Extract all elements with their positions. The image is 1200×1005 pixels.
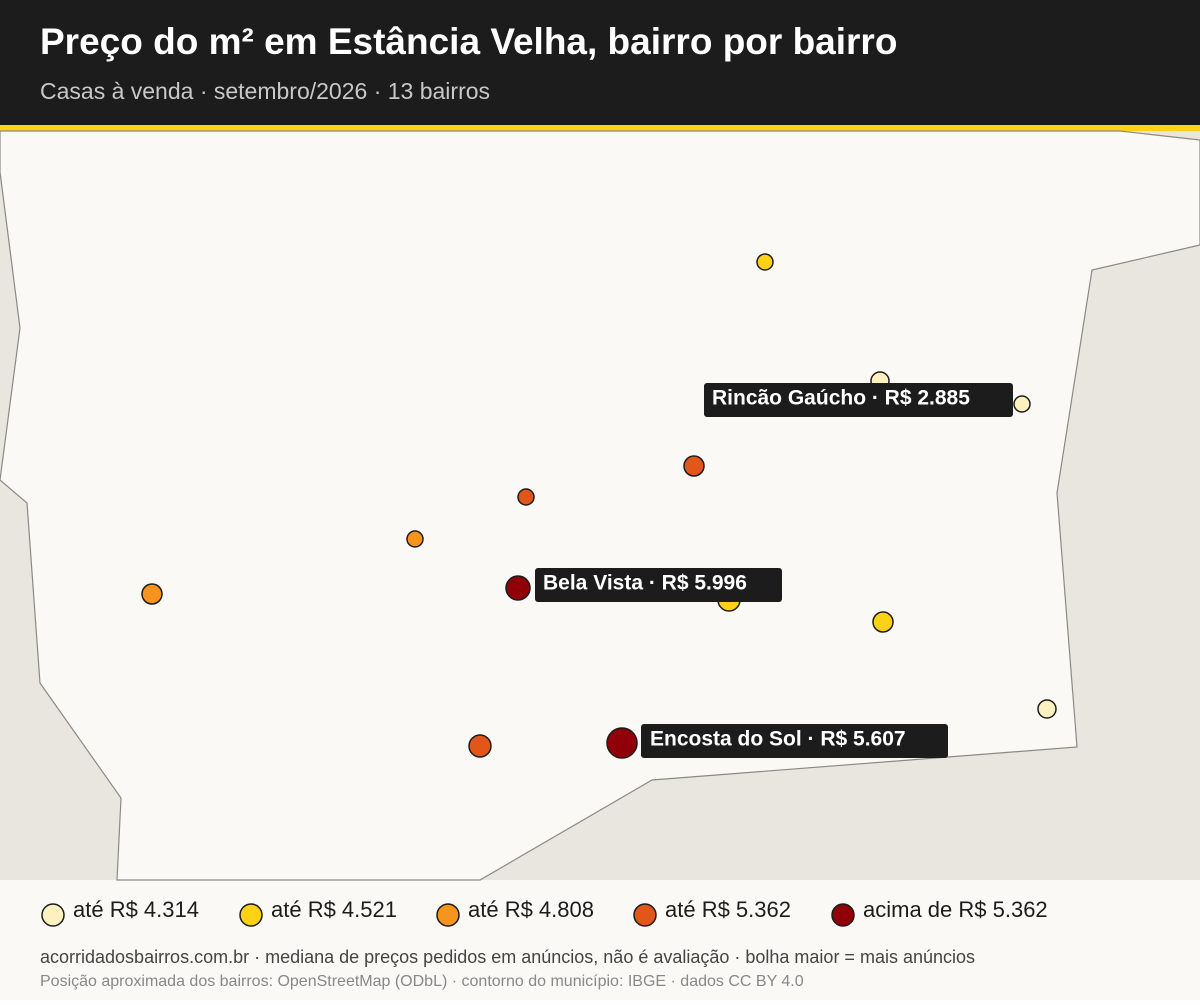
legend-label: até R$ 4.314 [73,897,199,922]
legend-swatch [436,903,460,927]
legend-swatch [239,903,263,927]
title: Preço do m² em Estância Velha, bairro po… [40,21,897,62]
bubble [756,253,774,271]
legend-label: acima de R$ 5.362 [863,897,1048,922]
bubble-label: Bela Vista · R$ 5.996 [543,572,747,595]
legend: até R$ 4.314 até R$ 4.521 até R$ 4.808 até … [41,897,1048,927]
label-box [535,568,782,602]
header-stripe [0,125,1200,131]
municipality-outline [0,130,1200,881]
bubble [505,575,531,601]
footer-note: acorridadosbairros.com.br · mediana de p… [40,947,975,967]
header-bar [0,0,1200,125]
legend-label: até R$ 4.808 [468,897,594,922]
bubble [141,583,163,605]
bubble [468,734,492,758]
label-box [641,724,948,758]
legend-swatch [633,903,657,927]
legend-swatch [41,903,65,927]
bubble [683,455,705,477]
bubble [406,530,424,548]
footer-credits: Posição aproximada dos bairros: OpenStre… [40,973,804,990]
bubble [872,611,894,633]
bubble-label: Encosta do Sol · R$ 5.607 [650,728,906,751]
label-box [704,383,1013,417]
legend-swatch [831,903,855,927]
map: Rincão Gaúcho · R$ 2.885 Bela Vista · R$… [0,130,1200,881]
bubble-label: Rincão Gaúcho · R$ 2.885 [712,387,970,410]
subtitle: Casas à venda · setembro/2026 · 13 bairr… [40,78,490,104]
bubble [1037,699,1057,719]
legend-label: até R$ 5.362 [665,897,791,922]
legend-label: até R$ 4.521 [271,897,397,922]
bubble [517,488,535,506]
bubble [1013,395,1031,413]
bubble [606,727,638,759]
